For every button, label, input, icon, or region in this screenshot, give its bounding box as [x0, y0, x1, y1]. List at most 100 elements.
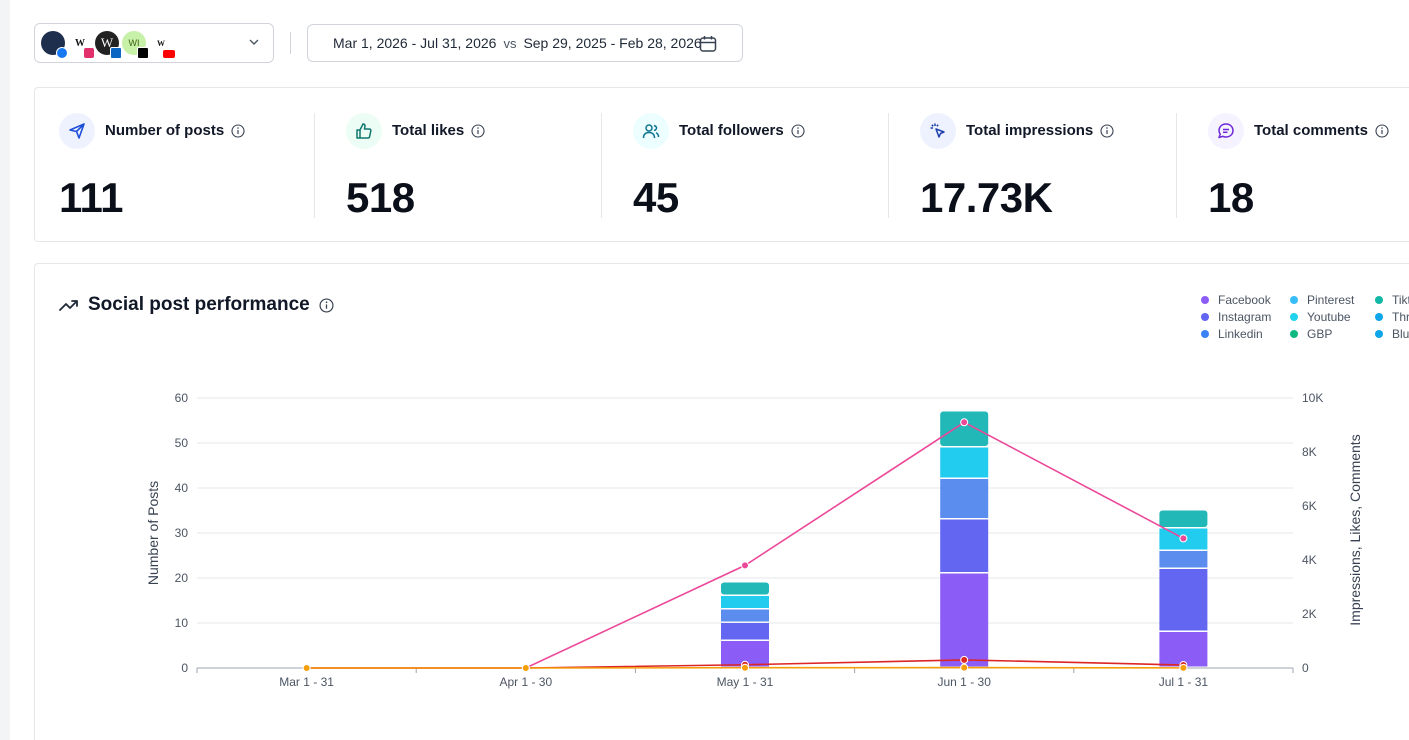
bar-segment-facebook: [940, 573, 989, 667]
bar-segment-linkedin: [1159, 551, 1208, 568]
legend-item-pinterest[interactable]: Pinterest: [1290, 291, 1354, 308]
info-icon[interactable]: [231, 123, 245, 138]
stat-label: Number of posts: [105, 122, 245, 139]
y-tick-label: 30: [175, 526, 189, 540]
legend-dot: [1201, 295, 1209, 304]
legend-dot: [1290, 312, 1298, 321]
bar-segment-tikto: [721, 582, 769, 595]
chart-title: Social post performance: [59, 294, 334, 316]
legend-dot: [1375, 295, 1383, 304]
y-tick-label: 0: [181, 661, 188, 675]
info-icon[interactable]: [319, 297, 334, 313]
stat-value: 18: [1208, 174, 1254, 221]
cursor-click-icon: [930, 123, 945, 138]
stat-divider: [314, 113, 315, 218]
y2-tick-label: 2K: [1302, 607, 1317, 621]
stat-icon-wrap: [633, 113, 669, 149]
legend-column: Pinterest Youtube GBP: [1290, 291, 1354, 342]
trending-up-icon: [59, 300, 78, 311]
legend-dot: [1201, 312, 1209, 321]
performance-chart: 0 10 20 30 40 50 60 0 2K 4K 6K 8K 10K Mar 1 - 31 Apr 1…: [145, 391, 1363, 689]
legend-item-gbp[interactable]: GBP: [1290, 325, 1354, 342]
chevron-down-icon: [249, 39, 259, 45]
calendar-icon: [699, 36, 717, 52]
point-likes: [960, 655, 969, 664]
info-icon[interactable]: [791, 123, 805, 138]
bar-segment-linkedin: [940, 479, 989, 518]
stats-card: Number of posts 111 Total likes 518: [34, 87, 1409, 242]
date-range-compare: Sep 29, 2025 - Feb 28, 2026: [523, 35, 702, 51]
y2-tick-label: 8K: [1302, 445, 1317, 459]
y-tick-label: 50: [175, 436, 189, 450]
thumbs-up-icon: [356, 123, 372, 139]
x-tick-label: May 1 - 31: [717, 675, 774, 689]
linkedin-icon: [110, 47, 122, 59]
stat-label: Total impressions: [966, 122, 1114, 139]
stat-icon-wrap: [59, 113, 95, 149]
y2-tick-label: 0: [1302, 661, 1309, 675]
point-comments: [302, 664, 311, 672]
legend-column: Facebook Instagram Linkedin: [1201, 291, 1271, 342]
info-icon[interactable]: [1100, 123, 1114, 138]
point-impressions: [1179, 534, 1188, 543]
y-axis-title: Number of Posts: [145, 481, 161, 585]
facebook-icon: [56, 47, 68, 59]
instagram-icon: [83, 47, 95, 59]
point-impressions: [960, 418, 969, 427]
stat-divider: [888, 113, 889, 218]
stat-divider: [1176, 113, 1177, 218]
bar-segment-instagram: [721, 623, 769, 640]
point-comments: [960, 663, 969, 672]
legend-dot: [1375, 312, 1383, 321]
account-avatar: W: [68, 31, 95, 59]
youtube-icon: [162, 49, 176, 59]
bar-segment-tikto: [940, 411, 989, 446]
legend-column: Tikto Thre Blue: [1375, 291, 1409, 342]
legend-dot: [1201, 329, 1209, 338]
info-icon[interactable]: [471, 123, 485, 138]
account-avatar: W: [149, 31, 176, 59]
bar-segment-youtube: [940, 447, 989, 478]
y-tick-label: 20: [175, 571, 189, 585]
legend-item-tiktok[interactable]: Tikto: [1375, 291, 1409, 308]
legend-item-facebook[interactable]: Facebook: [1201, 291, 1271, 308]
tiktok-icon: [137, 47, 149, 59]
x-tick-label: Apr 1 - 30: [499, 675, 552, 689]
bar-segment-instagram: [1159, 569, 1208, 631]
point-impressions: [741, 561, 749, 570]
stat-icon-wrap: [1208, 113, 1244, 149]
legend-item-bluesky[interactable]: Blue: [1375, 325, 1409, 342]
y-tick-label: 10: [175, 616, 189, 630]
bar-segment-instagram: [940, 519, 989, 572]
point-comments: [1179, 663, 1188, 672]
account-selector[interactable]: W W WI W: [34, 23, 274, 63]
y2-tick-label: 10K: [1302, 391, 1323, 405]
date-range-picker[interactable]: Mar 1, 2026 - Jul 31, 2026 vs Sep 29, 20…: [307, 24, 743, 62]
legend-item-threads[interactable]: Thre: [1375, 308, 1409, 325]
info-icon[interactable]: [1375, 123, 1389, 138]
stat-value: 111: [59, 174, 123, 221]
x-tick-label: Jun 1 - 30: [938, 675, 992, 689]
point-comments: [741, 663, 749, 672]
bar-segment-tikto: [1159, 510, 1208, 527]
bar-segment-youtube: [721, 596, 769, 608]
y2-axis-title: Impressions, Likes, Comments: [1347, 434, 1363, 625]
legend-dot: [1375, 329, 1383, 338]
legend-item-linkedin[interactable]: Linkedin: [1201, 325, 1271, 342]
y2-tick-label: 6K: [1302, 499, 1317, 513]
stat-value: 17.73K: [920, 174, 1053, 221]
stat-icon-wrap: [920, 113, 956, 149]
bar-segment-facebook: [1159, 632, 1208, 667]
y2-tick-label: 4K: [1302, 553, 1317, 567]
stat-label: Total followers: [679, 122, 805, 139]
page: W W WI W Mar 1, 2026 - Jul 31, 2026 vs S…: [10, 0, 1409, 740]
stat-divider: [601, 113, 602, 218]
y-tick-label: 60: [175, 391, 189, 405]
point-comments: [521, 664, 530, 672]
x-tick-label: Mar 1 - 31: [279, 675, 334, 689]
legend-item-instagram[interactable]: Instagram: [1201, 308, 1271, 325]
stat-label: Total likes: [392, 122, 485, 139]
date-range-current: Mar 1, 2026 - Jul 31, 2026: [333, 35, 497, 51]
legend-item-youtube[interactable]: Youtube: [1290, 308, 1354, 325]
stat-label: Total comments: [1254, 122, 1389, 139]
